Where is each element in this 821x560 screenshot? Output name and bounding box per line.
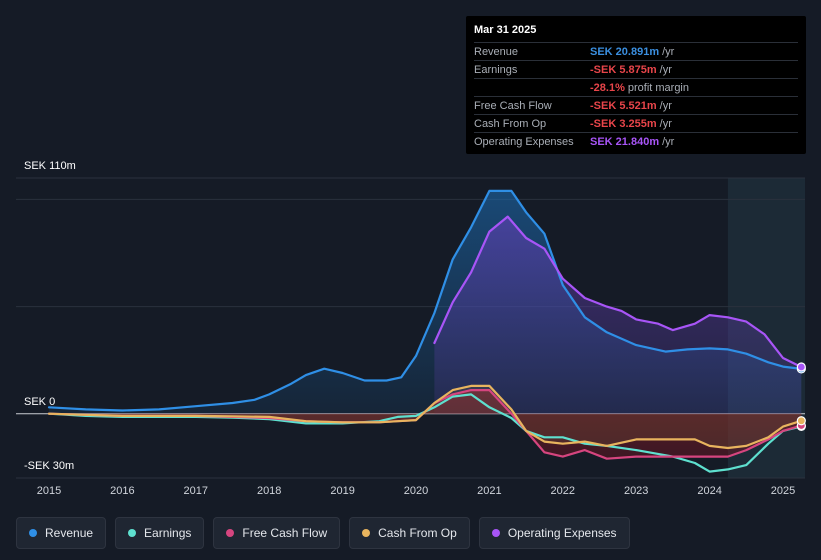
- revenue-line: [47, 189, 803, 412]
- legend-dot-icon: [226, 529, 235, 537]
- legend-item-operating-expenses[interactable]: Operating Expenses: [478, 517, 630, 549]
- tooltip-row-unit: /yr: [662, 135, 675, 148]
- tooltip-row: Revenue SEK 20.891m/yr: [474, 42, 798, 60]
- tooltip-row-unit: /yr: [662, 45, 675, 58]
- tooltip-row-unit: /yr: [659, 63, 672, 76]
- tooltip-row-unit: profit margin: [627, 81, 689, 94]
- legend-dot-icon: [362, 529, 371, 537]
- x-tick-label: 2025: [770, 485, 796, 497]
- cfo-area: [49, 385, 802, 448]
- tooltip-row: Operating Expenses SEK 21.840m/yr: [474, 132, 798, 150]
- tooltip-panel: Mar 31 2025 Revenue SEK 20.891m/yr Earning…: [466, 16, 806, 154]
- tooltip-row: Free Cash Flow -SEK 5.521m/yr: [474, 96, 798, 114]
- opex-area: [434, 216, 802, 414]
- x-tick-label: 2019: [330, 485, 355, 497]
- legend-item-revenue[interactable]: Revenue: [16, 517, 107, 549]
- tooltip-row-value: SEK 20.891m: [590, 45, 660, 58]
- tooltip-row-label: Earnings: [474, 63, 518, 76]
- tooltip-date: Mar 31 2025: [474, 24, 537, 36]
- tooltip-row: -28.1% profit margin: [474, 78, 798, 96]
- operating-expenses-line: [433, 215, 803, 369]
- x-tick-label: 2015: [36, 485, 62, 497]
- cash-from-op-end-point: [796, 416, 806, 426]
- legend-label: Revenue: [45, 526, 94, 540]
- legend: Revenue Earnings Free Cash Flow Cash From O…: [16, 517, 639, 549]
- tooltip-row: Earnings -SEK 5.875m/yr: [474, 60, 798, 78]
- legend-item-earnings[interactable]: Earnings: [115, 517, 205, 549]
- x-tick-label: 2018: [256, 485, 282, 497]
- legend-dot-icon: [491, 529, 500, 537]
- y-label-zero: SEK 0: [24, 396, 56, 408]
- y-label-bottom: -SEK 30m: [24, 460, 75, 472]
- operating-expenses-end-point: [796, 362, 806, 372]
- tooltip-row-value: -28.1%: [590, 81, 625, 94]
- tooltip-row-label: Revenue: [474, 45, 519, 58]
- tooltip-row-value: SEK 21.840m: [590, 135, 660, 148]
- x-tick-label: 2021: [477, 485, 502, 497]
- x-tick-label: 2017: [183, 485, 209, 497]
- tooltip-row-value: -SEK 5.875m: [590, 63, 657, 76]
- y-label-top: SEK 110m: [24, 160, 76, 172]
- legend-item-free-cash-flow[interactable]: Free Cash Flow: [213, 517, 341, 549]
- legend-label: Earnings: [144, 526, 192, 540]
- legend-dot-icon: [128, 529, 137, 537]
- legend-label: Free Cash Flow: [242, 526, 328, 540]
- x-tick-label: 2022: [550, 485, 576, 497]
- tooltip-row-label: Cash From Op: [474, 117, 547, 130]
- cash-from-op-line: [47, 384, 803, 450]
- tooltip-row-label: Free Cash Flow: [474, 99, 552, 112]
- x-tick-label: 2016: [110, 485, 135, 497]
- x-tick-label: 2024: [697, 485, 722, 497]
- tooltip-row-label: Operating Expenses: [474, 135, 574, 148]
- tooltip-row: Cash From Op -SEK 3.255m/yr: [474, 114, 798, 132]
- x-tick-label: 2023: [623, 485, 649, 497]
- x-tick-label: 2020: [403, 485, 429, 497]
- legend-label: Operating Expenses: [507, 526, 617, 540]
- legend-dot-icon: [29, 529, 37, 537]
- tooltip-row-unit: /yr: [659, 99, 672, 112]
- tooltip-row-value: -SEK 3.255m: [590, 117, 657, 130]
- legend-item-cash-from-op[interactable]: Cash From Op: [349, 517, 470, 549]
- fcf-area: [49, 390, 802, 459]
- tooltip-row-value: -SEK 5.521m: [590, 99, 657, 112]
- legend-label: Cash From Op: [378, 526, 457, 540]
- tooltip-row-unit: /yr: [659, 117, 672, 130]
